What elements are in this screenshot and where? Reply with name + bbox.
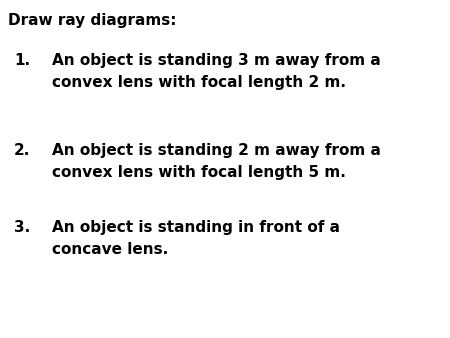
Text: An object is standing 2 m away from a: An object is standing 2 m away from a	[52, 143, 381, 158]
Text: Draw ray diagrams:: Draw ray diagrams:	[8, 13, 176, 28]
Text: An object is standing 3 m away from a: An object is standing 3 m away from a	[52, 53, 381, 68]
Text: convex lens with focal length 5 m.: convex lens with focal length 5 m.	[52, 165, 346, 180]
Text: concave lens.: concave lens.	[52, 242, 168, 257]
Text: convex lens with focal length 2 m.: convex lens with focal length 2 m.	[52, 75, 346, 90]
Text: 2.: 2.	[14, 143, 31, 158]
Text: An object is standing in front of a: An object is standing in front of a	[52, 220, 340, 235]
Text: 3.: 3.	[14, 220, 30, 235]
Text: 1.: 1.	[14, 53, 30, 68]
